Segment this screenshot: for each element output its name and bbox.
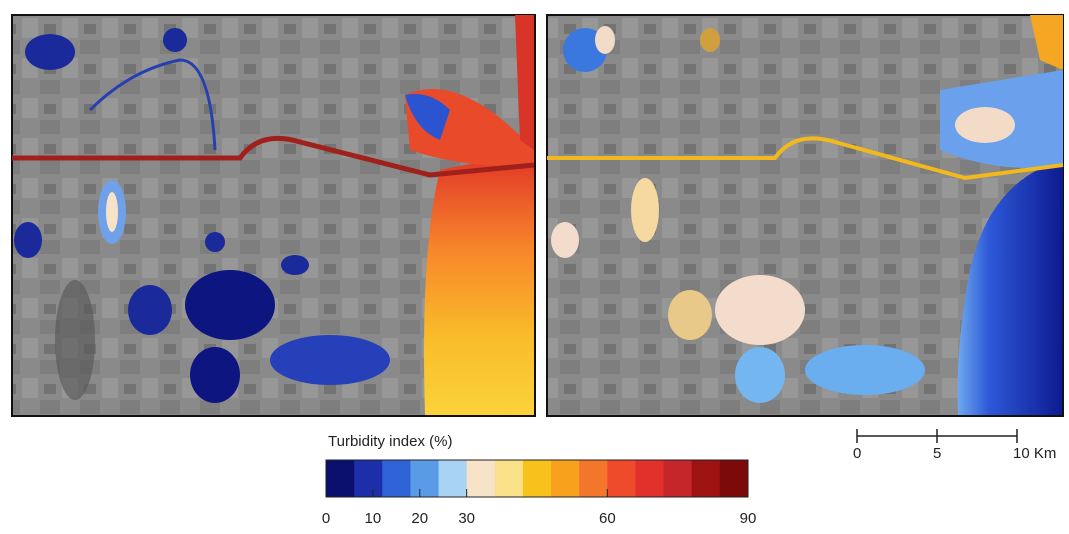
colorbar-segment xyxy=(326,460,355,497)
colorbar-segment xyxy=(410,460,439,497)
colorbar-segment xyxy=(354,460,383,497)
colorbar: Turbidity index (%) 0 10 20 30 60 90 xyxy=(322,433,757,527)
colorbar-segment xyxy=(439,460,468,497)
colorbar-tick-label: 60 xyxy=(599,510,616,527)
colorbar-segment xyxy=(551,460,580,497)
scale-bar-label: 10 Km xyxy=(1013,445,1056,462)
colorbar-segment xyxy=(607,460,636,497)
colorbar-segment xyxy=(467,460,496,497)
colorbar-tick-label: 90 xyxy=(740,510,757,527)
colorbar-segment xyxy=(579,460,608,497)
colorbar-segment xyxy=(664,460,693,497)
colorbar-segment xyxy=(720,460,749,497)
colorbar-tick-label: 10 xyxy=(365,510,382,527)
colorbar-segment xyxy=(692,460,721,497)
figure: Turbidity index (%) 0 10 20 30 60 90 0 5 10 Km xyxy=(0,0,1069,529)
colorbar-tick-label: 30 xyxy=(458,510,475,527)
colorbar-tick-label: 20 xyxy=(411,510,428,527)
colorbar-tick-label: 0 xyxy=(322,510,330,527)
colorbar-segment xyxy=(635,460,664,497)
map-panel-left xyxy=(12,15,535,416)
map-panel-right xyxy=(547,15,1063,416)
colorbar-segment xyxy=(523,460,552,497)
scale-bar-label: 5 xyxy=(933,445,941,462)
colorbar-segment xyxy=(382,460,411,497)
scale-bar: 0 5 10 Km xyxy=(853,429,1056,462)
scale-bar-label: 0 xyxy=(853,445,861,462)
colorbar-title: Turbidity index (%) xyxy=(328,433,452,450)
colorbar-segment xyxy=(495,460,524,497)
